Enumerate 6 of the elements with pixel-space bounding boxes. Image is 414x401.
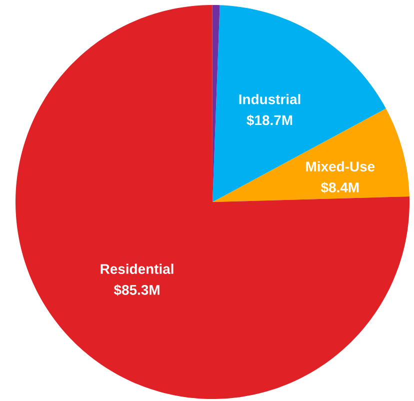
data-label: $8.4M xyxy=(320,182,359,194)
data-label: $85.3M xyxy=(114,284,160,296)
data-label: $18.7M xyxy=(246,114,292,126)
slice-label: Mixed-Use xyxy=(306,161,375,172)
slice-label: Industrial xyxy=(239,94,300,104)
slice-label: Residential xyxy=(100,264,174,274)
